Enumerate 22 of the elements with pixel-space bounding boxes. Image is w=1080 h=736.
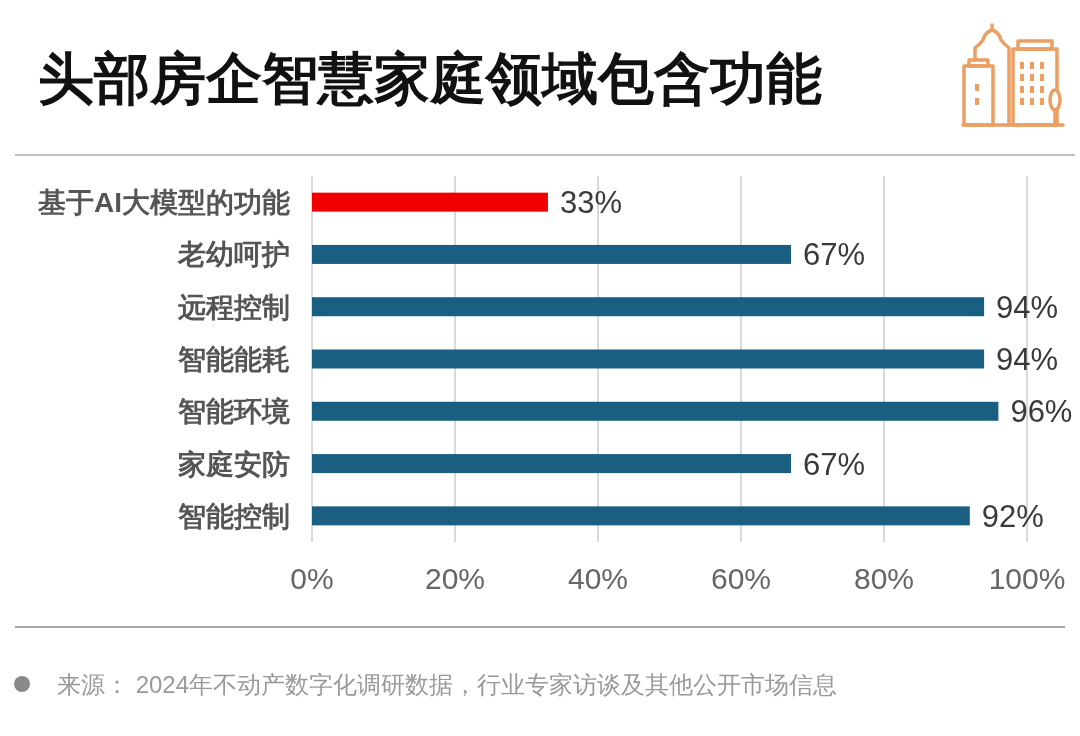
- xtick: 100%: [988, 562, 1066, 595]
- value-label: 67%: [803, 446, 866, 482]
- xtick: 60%: [711, 562, 771, 595]
- xtick: 80%: [854, 562, 914, 595]
- category: 智能环境: [178, 396, 290, 428]
- xtick: 0%: [290, 562, 334, 595]
- category: 智能控制: [178, 500, 290, 532]
- value-label: 94%: [996, 289, 1059, 325]
- value-label: 33%: [559, 185, 622, 221]
- xtick: 20%: [425, 562, 485, 595]
- category: 基于AI大模型的功能: [38, 187, 290, 219]
- category: 远程控制: [178, 291, 290, 323]
- title: 头部房企智慧家庭领域包含功能: [38, 47, 822, 110]
- annotation: 来源： 2024年不动产数字化调研数据，行业专家访谈及其他公开市场信息: [57, 671, 838, 698]
- value-label: 92%: [981, 498, 1044, 534]
- value-label: 94%: [996, 342, 1059, 377]
- xtick: 40%: [568, 562, 628, 595]
- value-label: 96%: [1010, 394, 1073, 430]
- category: 智能能耗: [178, 344, 290, 375]
- value-label: 67%: [803, 237, 866, 273]
- category: 老幼呵护: [178, 239, 290, 271]
- category: 家庭安防: [178, 448, 290, 480]
